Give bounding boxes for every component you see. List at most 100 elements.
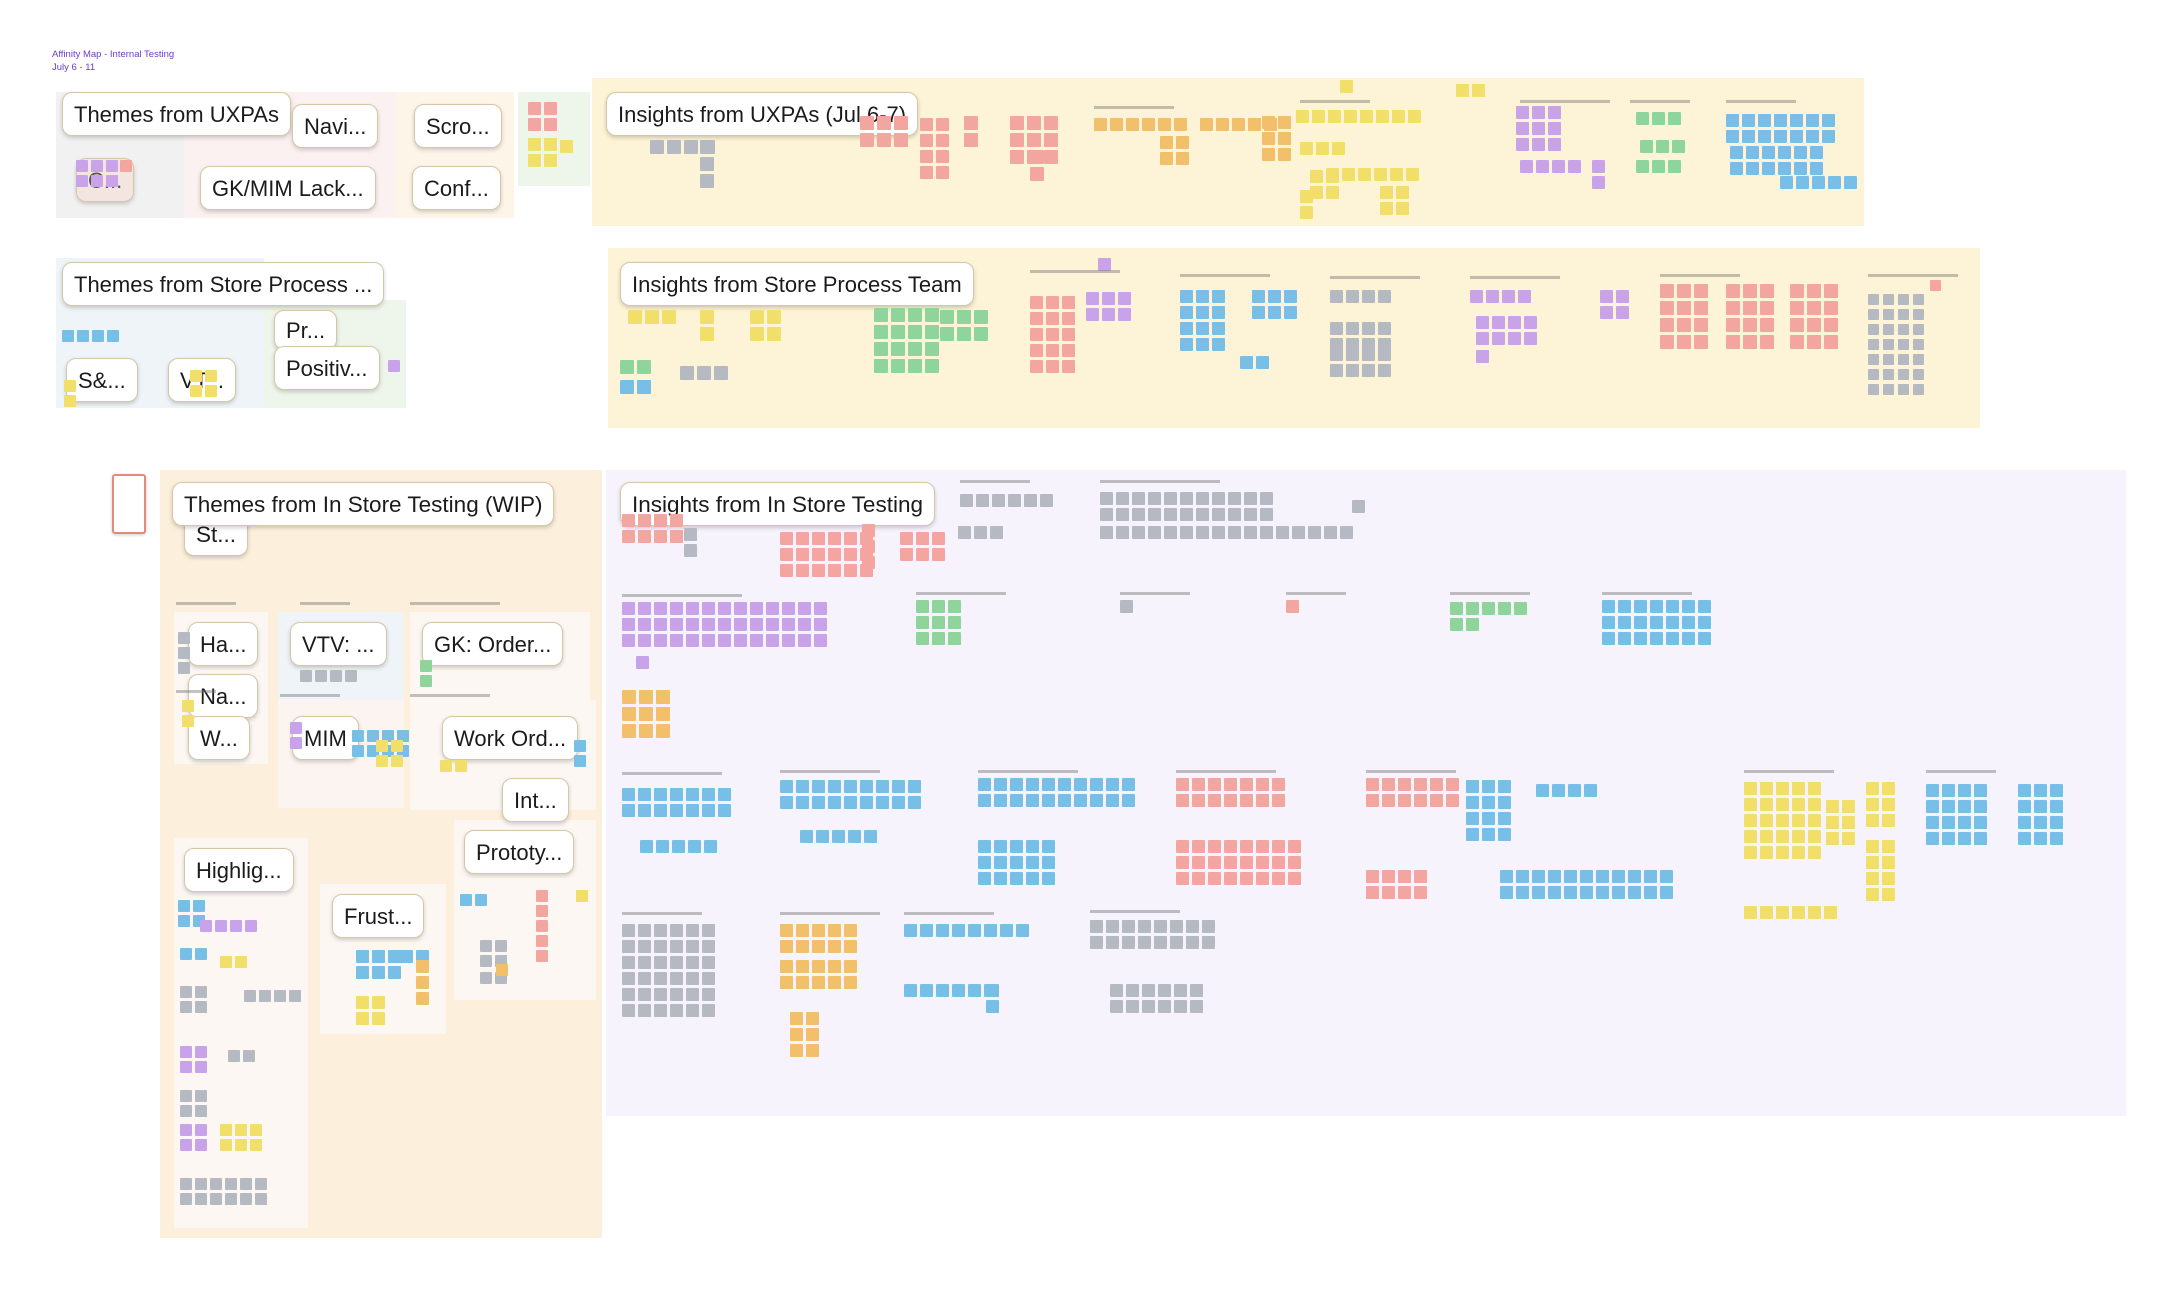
sticky-note[interactable] [1866,782,1879,795]
sticky-note[interactable] [702,940,715,953]
sticky-note[interactable] [734,602,747,615]
sticky-note[interactable] [1106,794,1119,807]
sticky-note[interactable] [780,796,793,809]
sticky-note[interactable] [1176,856,1189,869]
sticky-note[interactable] [700,327,714,341]
sticky-note[interactable] [628,310,642,324]
sticky-note[interactable] [976,494,989,507]
sticky-note[interactable] [1650,616,1663,629]
sticky-note[interactable] [1240,356,1253,369]
sticky-note[interactable] [767,327,781,341]
sticky-note[interactable] [1634,600,1647,613]
sticky-note[interactable] [1774,130,1787,143]
sticky-note[interactable] [225,1193,237,1205]
sticky-note[interactable] [864,830,877,843]
themes-store-process-title[interactable]: Themes from Store Process ... [62,262,385,306]
sticky-note[interactable] [180,948,192,960]
sticky-note[interactable] [638,988,651,1001]
sticky-note[interactable] [684,544,697,557]
sticky-note[interactable] [920,166,933,179]
sticky-note[interactable] [1502,290,1515,303]
sticky-note[interactable] [1074,778,1087,791]
sticky-note[interactable] [916,632,929,645]
sticky-note[interactable] [780,924,793,937]
sticky-note[interactable] [536,920,548,932]
sticky-note[interactable] [200,920,212,932]
sticky-note[interactable] [1374,168,1387,181]
sticky-note[interactable] [1180,322,1193,335]
sticky-note[interactable] [860,133,874,147]
sticky-note[interactable] [376,755,388,767]
sticky-note[interactable] [654,602,667,615]
sticky-note[interactable] [718,602,731,615]
sticky-note[interactable] [1730,162,1743,175]
sticky-note[interactable] [315,670,327,682]
sticky-note[interactable] [1516,106,1529,119]
sticky-note[interactable] [1288,872,1301,885]
sticky-note[interactable] [1100,526,1113,539]
sticky-note[interactable] [1176,794,1189,807]
sticky-note[interactable] [1366,778,1379,791]
sticky-note[interactable] [1042,872,1055,885]
sticky-note[interactable] [1062,360,1075,373]
sticky-note[interactable] [1744,798,1757,811]
sticky-note[interactable] [1548,106,1561,119]
sticky-note[interactable] [1536,784,1549,797]
sticky-note[interactable] [480,955,492,967]
sticky-note[interactable] [780,976,793,989]
sticky-note[interactable] [638,940,651,953]
sticky-note[interactable] [1958,816,1971,829]
sticky-note[interactable] [2018,816,2031,829]
sticky-note[interactable] [978,840,991,853]
sticky-note[interactable] [1810,162,1823,175]
sticky-note[interactable] [1116,526,1129,539]
sticky-note[interactable] [1974,784,1987,797]
sticky-note[interactable] [1498,602,1511,615]
sticky-note[interactable] [1102,308,1115,321]
sticky-note[interactable] [654,972,667,985]
insights-store-process-title[interactable]: Insights from Store Process Team [620,262,974,306]
sticky-note[interactable] [1216,118,1229,131]
sticky-note[interactable] [1650,600,1663,613]
sticky-note[interactable] [1518,290,1531,303]
sticky-note[interactable] [1482,828,1495,841]
sticky-note[interactable] [1272,778,1285,791]
sticky-note[interactable] [416,992,429,1005]
sticky-note[interactable] [1602,600,1615,613]
sticky-note[interactable] [920,134,933,147]
sticky-note[interactable] [1652,112,1665,125]
sticky-note[interactable] [1548,138,1561,151]
sticky-note[interactable] [225,1178,237,1190]
sticky-note[interactable] [654,514,667,527]
sticky-note[interactable] [828,532,841,545]
sticky-note[interactable] [704,840,717,853]
sticky-note[interactable] [1516,886,1529,899]
sticky-note[interactable] [1482,796,1495,809]
sticky-note[interactable] [120,160,132,172]
sticky-note[interactable] [700,157,714,171]
sticky-note[interactable] [1882,782,1895,795]
sticky-note[interactable] [180,1105,192,1117]
sticky-note[interactable] [1868,294,1879,305]
sticky-note[interactable] [900,548,913,561]
sticky-note[interactable] [1660,301,1674,315]
sticky-note[interactable] [1926,816,1939,829]
sticky-note[interactable] [798,634,811,647]
sticky-note[interactable] [1868,324,1879,335]
sticky-note[interactable] [1058,778,1071,791]
sticky-note[interactable] [844,924,857,937]
sticky-note[interactable] [936,924,949,937]
sticky-note[interactable] [1026,778,1039,791]
sticky-note[interactable] [1192,856,1205,869]
sticky-note[interactable] [1244,526,1257,539]
sticky-note[interactable] [1240,872,1253,885]
sticky-note[interactable] [1090,920,1103,933]
sticky-note[interactable] [796,796,809,809]
sticky-note[interactable] [330,670,342,682]
sticky-note[interactable] [1174,1000,1187,1013]
sticky-note[interactable] [814,634,827,647]
sticky-note[interactable] [932,632,945,645]
sticky-note[interactable] [376,740,388,752]
sticky-note[interactable] [1826,800,1839,813]
sticky-note[interactable] [1926,784,1939,797]
